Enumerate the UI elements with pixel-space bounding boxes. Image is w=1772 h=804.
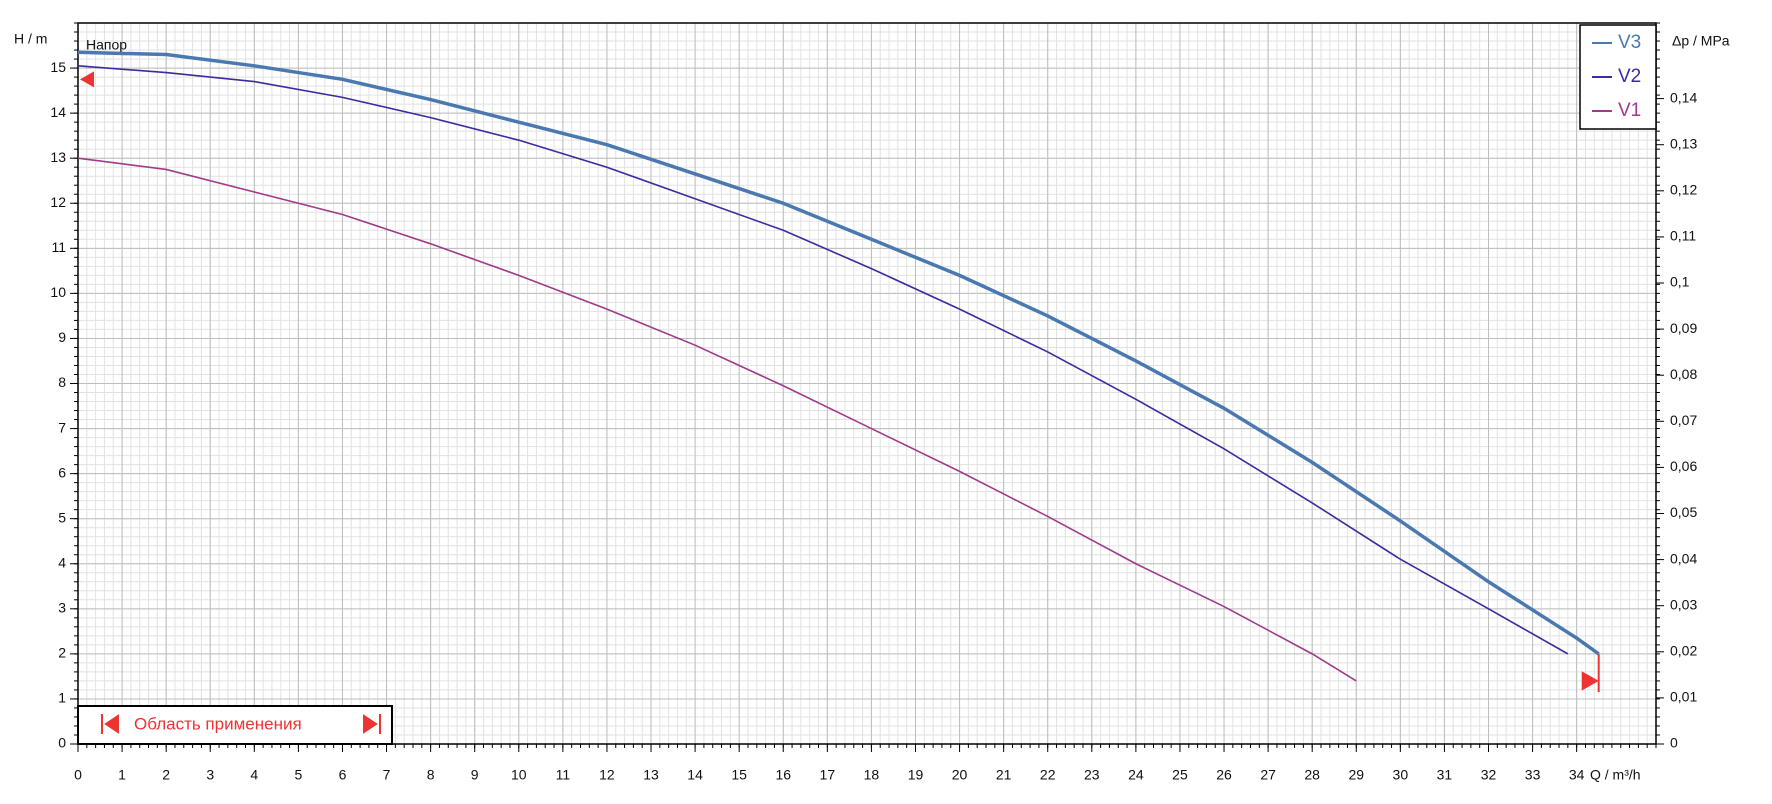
x-tick-label: 4	[250, 767, 258, 783]
y2-tick-label: 0,14	[1670, 89, 1697, 105]
y-tick-label: 9	[58, 329, 66, 345]
x-tick-label: 22	[1040, 767, 1056, 783]
y2-tick-label: 0,08	[1670, 366, 1697, 382]
x-tick-label: 27	[1260, 767, 1276, 783]
range-icon-right	[363, 714, 381, 734]
x-tick-label: 30	[1393, 767, 1409, 783]
x-tick-label: 33	[1525, 767, 1541, 783]
series-line	[77, 50, 1600, 656]
legend-label: V3	[1618, 32, 1641, 53]
x-tick-label: 19	[908, 767, 924, 783]
x-tick-label: 24	[1128, 767, 1144, 783]
x-tick-label: 6	[339, 767, 347, 783]
y2-tick-label: 0,11	[1670, 228, 1696, 244]
x-tick-label: 29	[1348, 767, 1364, 783]
x-tick-label: 32	[1481, 767, 1497, 783]
y2-tick-label: 0,01	[1670, 689, 1697, 705]
y-tick-label: 12	[50, 194, 66, 210]
x-tick-label: 25	[1172, 767, 1188, 783]
legend-label: V1	[1618, 100, 1641, 121]
x-tick-label: 18	[864, 767, 880, 783]
x-tick-label: 28	[1304, 767, 1320, 783]
y-tick-label: 5	[58, 509, 66, 525]
y2-tick-label: 0,12	[1670, 182, 1697, 198]
marker-right	[1581, 653, 1600, 693]
y2-tick-label: 0	[1670, 735, 1678, 751]
y-tick-label: 14	[50, 104, 66, 120]
annotation: Напор	[86, 37, 127, 53]
x-tick-label: 23	[1084, 767, 1100, 783]
x-tick-label: 17	[820, 767, 836, 783]
y-tick-label: 2	[58, 645, 66, 661]
y-axis-label: H / m	[14, 31, 47, 47]
x-tick-label: 1	[118, 767, 126, 783]
y2-tick-label: 0,04	[1670, 550, 1697, 566]
x-tick-label: 9	[471, 767, 479, 783]
x-tick-label: 26	[1216, 767, 1232, 783]
y-tick-label: 1	[58, 690, 66, 706]
range-icon-left	[101, 714, 119, 734]
x-tick-label: 20	[952, 767, 968, 783]
x-tick-label: 31	[1437, 767, 1453, 783]
x-tick-label: 10	[511, 767, 527, 783]
y2-axis-label: Δp / MPa	[1672, 33, 1730, 49]
y2-tick-label: 0,05	[1670, 504, 1697, 520]
y-tick-label: 15	[50, 59, 66, 75]
range-box	[77, 705, 393, 745]
x-tick-label: 3	[206, 767, 214, 783]
x-tick-label: 2	[162, 767, 170, 783]
y2-tick-label: 0,03	[1670, 596, 1697, 612]
x-tick-label: 11	[556, 767, 571, 783]
y2-tick-label: 0,09	[1670, 320, 1697, 336]
y2-tick-label: 0,1	[1670, 274, 1690, 290]
y2-tick-label: 0,06	[1670, 458, 1697, 474]
x-axis-label: Q / m³/h	[1590, 767, 1641, 783]
series-line	[77, 157, 1357, 682]
y-tick-label: 13	[50, 149, 66, 165]
x-tick-label: 13	[643, 767, 659, 783]
y2-tick-label: 0,13	[1670, 135, 1697, 151]
y-tick-label: 3	[58, 600, 66, 616]
y-tick-label: 4	[58, 554, 66, 570]
y2-tick-label: 0,07	[1670, 412, 1697, 428]
x-tick-label: 16	[775, 767, 791, 783]
y2-tick-label: 0,02	[1670, 643, 1697, 659]
y-tick-label: 7	[58, 419, 66, 435]
plot-frame	[77, 22, 1657, 745]
y-tick-label: 10	[50, 284, 66, 300]
y-tick-label: 0	[58, 735, 66, 751]
x-tick-label: 5	[294, 767, 302, 783]
grid	[77, 22, 1657, 745]
x-tick-label: 0	[74, 767, 82, 783]
y-tick-label: 8	[58, 374, 66, 390]
series-line	[77, 65, 1569, 655]
x-tick-label: 14	[687, 767, 703, 783]
y-tick-label: 6	[58, 464, 66, 480]
marker-left	[80, 71, 94, 88]
x-tick-label: 8	[427, 767, 435, 783]
x-tick-label: 12	[599, 767, 615, 783]
y-tick-label: 11	[51, 239, 66, 255]
x-tick-label: 21	[996, 767, 1012, 783]
x-tick-label: 34	[1569, 767, 1585, 783]
legend-label: V2	[1618, 66, 1641, 87]
x-tick-label: 7	[383, 767, 391, 783]
x-tick-label: 15	[731, 767, 747, 783]
range-label: Область применения	[134, 714, 302, 733]
